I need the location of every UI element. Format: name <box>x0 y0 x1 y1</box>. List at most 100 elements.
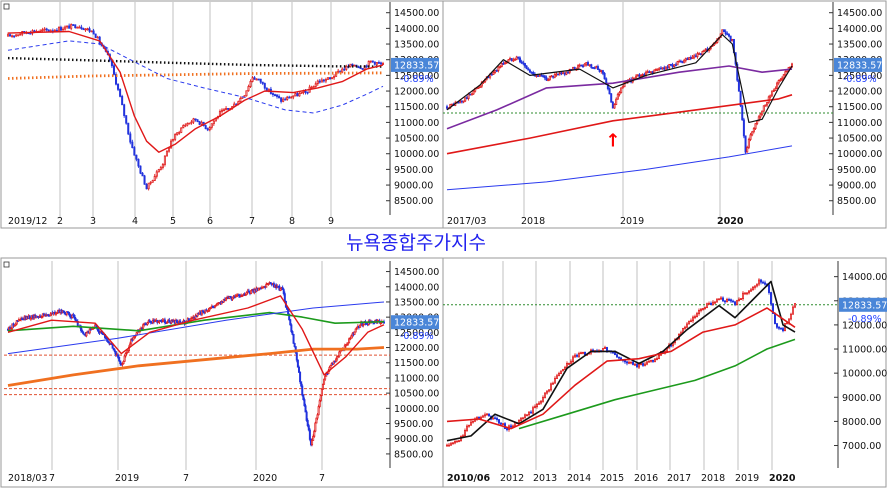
candle-body <box>689 57 692 60</box>
candle-body <box>547 79 550 82</box>
panel-handle-icon[interactable] <box>3 261 10 268</box>
candle-body <box>13 324 16 327</box>
candle-body <box>290 96 293 99</box>
candle-body <box>68 25 71 29</box>
candle-body <box>563 72 566 75</box>
candle-body <box>694 316 697 319</box>
candle-body <box>463 430 466 437</box>
candle-body <box>373 61 376 65</box>
candle-body <box>744 292 747 295</box>
change-percent-label: -0.89% <box>400 74 434 85</box>
candle-body <box>62 310 65 313</box>
candle-body <box>14 323 17 326</box>
candle-body <box>467 93 470 99</box>
candle-body <box>608 88 611 95</box>
candle-body <box>786 322 789 325</box>
candle-body <box>145 183 148 190</box>
candle-body <box>574 354 577 358</box>
candle-body <box>652 359 655 362</box>
candle-body <box>653 69 656 74</box>
candle-body <box>732 300 735 303</box>
candle-body <box>585 62 588 65</box>
candle-body <box>638 74 641 77</box>
candle-body <box>684 58 687 61</box>
candle-body <box>225 108 228 111</box>
y-tick-label: 9500.00 <box>837 165 876 176</box>
candle-body <box>186 123 189 126</box>
candle-body <box>123 104 126 116</box>
candle-body <box>279 288 282 291</box>
candle-body <box>353 64 356 67</box>
candle-body <box>39 29 42 32</box>
candle-body <box>245 292 248 296</box>
candle-body <box>729 35 732 42</box>
candle-body <box>724 31 727 35</box>
candle-body <box>583 63 586 67</box>
candle-body <box>540 74 543 77</box>
candle-body <box>249 80 252 87</box>
panel-daily-2018-2020 <box>0 257 444 488</box>
candle-body <box>772 90 775 92</box>
figure-title: 뉴욕종합주가지수 <box>346 232 486 254</box>
candle-body <box>584 351 587 355</box>
y-tick-label: 13500.00 <box>394 40 439 51</box>
candle-body <box>379 62 382 65</box>
candle-body <box>82 331 85 335</box>
candle-body <box>450 103 453 106</box>
candle-body <box>17 34 20 37</box>
moving-average-line <box>446 307 796 430</box>
candle-body <box>451 442 454 445</box>
candle-body <box>518 57 521 63</box>
candle-body <box>135 154 138 160</box>
moving-average-line <box>7 40 384 114</box>
candle-body <box>520 61 523 64</box>
candle-body <box>288 96 291 99</box>
candle-body <box>460 100 463 103</box>
candle-body <box>127 122 130 135</box>
candle-body <box>336 356 339 360</box>
candle-body <box>333 360 336 363</box>
candle-body <box>726 299 729 303</box>
candle-body <box>316 80 319 85</box>
candle-body <box>691 56 694 60</box>
candle-body <box>537 75 540 77</box>
candle-body <box>139 165 142 174</box>
candle-body <box>292 95 295 98</box>
candle-body <box>345 343 348 346</box>
candle-body <box>562 369 565 372</box>
candle-body <box>676 61 679 66</box>
candle-body <box>81 330 84 333</box>
candle-body <box>658 67 661 70</box>
candle-body <box>371 60 374 63</box>
candle-body <box>754 285 757 288</box>
candle-body <box>18 319 21 321</box>
y-tick-label: 10000.00 <box>837 149 882 160</box>
y-tick-label: 8500.00 <box>394 449 433 460</box>
candle-body <box>566 363 569 368</box>
candle-body <box>530 411 533 414</box>
candle-body <box>538 74 541 77</box>
candle-body <box>63 311 66 315</box>
x-tick-label: 2019 <box>735 473 759 484</box>
candle-body <box>381 63 385 65</box>
candle-body <box>761 110 764 115</box>
candle-body <box>548 389 551 392</box>
y-tick-label: 12000.00 <box>842 320 887 331</box>
candle-body <box>62 28 65 31</box>
candle-body <box>698 310 701 315</box>
candle-body <box>648 360 651 363</box>
candle-body <box>694 55 697 58</box>
candle-body <box>552 382 555 385</box>
candle-body <box>590 64 593 68</box>
candle-body <box>499 66 502 69</box>
candle-body <box>523 63 526 67</box>
candle-body <box>586 62 589 66</box>
candle-body <box>328 77 332 80</box>
panel-handle-icon[interactable] <box>3 3 10 10</box>
candle-body <box>786 70 789 73</box>
candle-body <box>355 327 358 330</box>
candle-body <box>168 319 171 323</box>
candle-body <box>84 28 87 31</box>
candle-body <box>728 299 731 301</box>
